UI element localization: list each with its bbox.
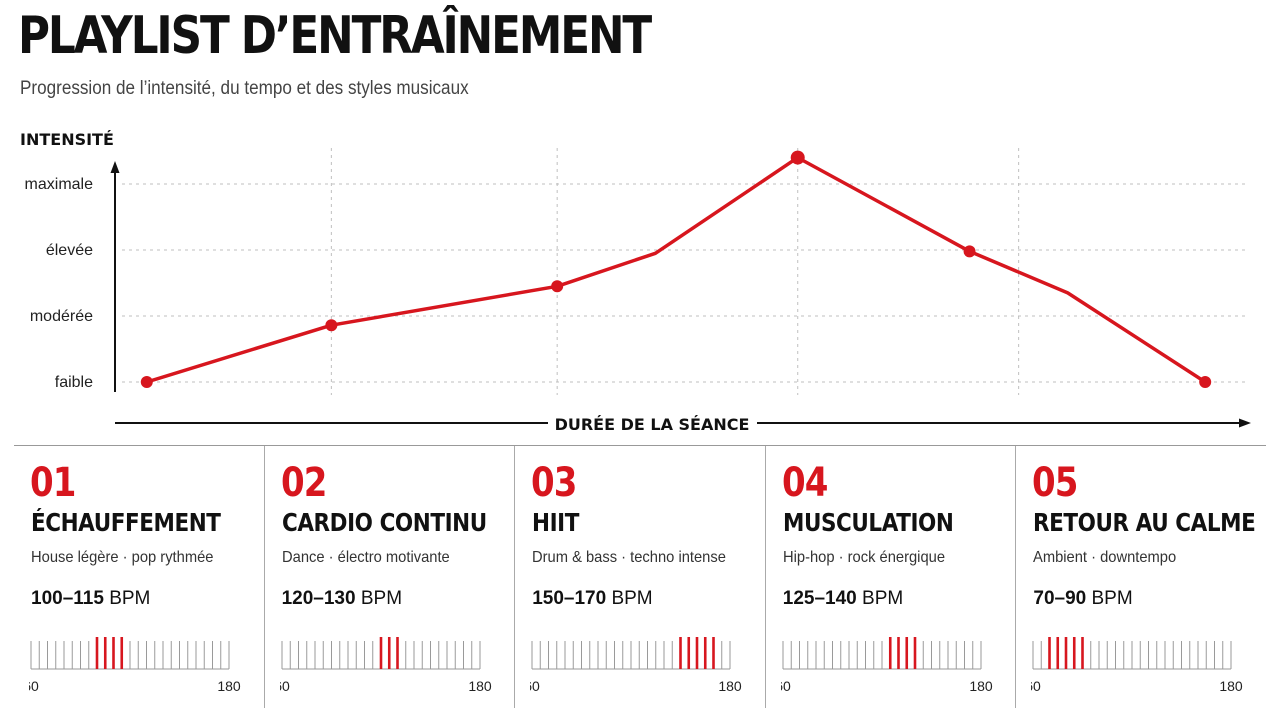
phase-number: 03 [531, 460, 577, 506]
y-axis-arrow [110, 161, 120, 173]
bpm-scale: 60 180 [29, 637, 241, 694]
scale-max-label: 180 [1220, 678, 1244, 694]
phase-number: 04 [781, 460, 828, 506]
bpm-range: 100–115 [31, 588, 104, 609]
phase-bpm: 125–140 BPM [783, 588, 903, 610]
phase-name: HIIT [532, 508, 580, 537]
phase-genres: Ambient · downtempo [1033, 549, 1177, 566]
phase-number: 01 [30, 460, 76, 506]
scale-min-label: 60 [1031, 678, 1041, 694]
phase-panel: 02 CARDIO CONTINU Dance · électro motivant… [265, 446, 516, 708]
phase-panel: 01 ÉCHAUFFEMENT House légère · pop rythmée… [14, 446, 265, 708]
scale-max-label: 180 [217, 678, 241, 694]
phase-number: 02 [280, 460, 327, 506]
phase-bpm: 120–130 BPM [282, 588, 402, 610]
data-point [1199, 376, 1212, 388]
phase-name: ÉCHAUFFEMENT [31, 508, 221, 537]
y-tick-label: faible [55, 374, 93, 391]
scale-max-label: 180 [468, 678, 492, 694]
data-point [963, 245, 976, 258]
y-tick-labels: faible modérée élevée maximale [25, 176, 94, 391]
phase-bpm: 70–90 BPM [1033, 588, 1132, 610]
bpm-scale: 60 180 [781, 637, 993, 694]
scale-min-label: 60 [29, 678, 39, 694]
y-tick-label: élevée [46, 242, 93, 259]
phase-genres: Drum & bass · techno intense [532, 549, 727, 566]
bpm-scale: 60 180 [1031, 637, 1244, 694]
phase-name: CARDIO CONTINU [281, 508, 487, 537]
data-point [140, 376, 153, 388]
phase-panels: 01 ÉCHAUFFEMENT House légère · pop rythmée… [14, 445, 1266, 708]
data-point [325, 319, 338, 332]
bpm-range: 125–140 [782, 588, 857, 609]
phase-panel: 03 HIIT Drum & bass · techno intense 150–17… [515, 446, 766, 708]
bpm-range: 70–90 [1033, 588, 1087, 609]
y-tick-label: maximale [25, 176, 94, 193]
phase-name: MUSCULATION [782, 508, 954, 537]
bpm-unit: BPM [611, 588, 653, 609]
bpm-unit: BPM [360, 588, 403, 609]
phase-bpm: 150–170 BPM [532, 588, 652, 610]
bpm-unit: BPM [862, 588, 904, 609]
intensity-line [146, 155, 1207, 384]
phase-genres: Hip-hop · rock énergique [782, 549, 945, 566]
bpm-scale: 60 180 [280, 637, 492, 694]
bpm-unit: BPM [1091, 588, 1133, 609]
bpm-range: 120–130 [281, 588, 356, 609]
scale-max-label: 180 [719, 678, 743, 694]
bpm-range: 150–170 [532, 588, 607, 609]
phase-genres: Dance · électro motivante [281, 549, 450, 566]
phase-genres: House légère · pop rythmée [31, 549, 214, 566]
phase-name: RETOUR AU CALME [1033, 508, 1256, 537]
scale-min-label: 60 [280, 678, 290, 694]
y-tick-label: modérée [30, 308, 93, 325]
bpm-scale: 60 180 [530, 637, 743, 694]
page-title: PLAYLIST D’ENTRAÎNEMENT [18, 6, 652, 66]
intensity-chart: INTENSITÉ faible modérée élevée maximale DU… [20, 130, 1251, 434]
data-point [790, 150, 805, 165]
phase-panel: 05 RETOUR AU CALME Ambient · downtempo 70–9… [1016, 446, 1266, 708]
data-point [551, 280, 564, 293]
page-subtitle: Progression de l’intensité, du tempo et … [20, 78, 469, 99]
phase-panel: 04 MUSCULATION Hip-hop · rock énergique 125… [766, 446, 1017, 708]
bpm-unit: BPM [109, 588, 151, 609]
scale-min-label: 60 [530, 678, 540, 694]
series-layer [140, 150, 1212, 388]
y-axis-title: INTENSITÉ [20, 130, 114, 149]
scale-min-label: 60 [781, 678, 791, 694]
x-axis-arrow [1239, 418, 1251, 428]
phase-bpm: 100–115 BPM [31, 588, 150, 610]
phase-number: 05 [1032, 460, 1078, 506]
x-axis-title: DURÉE DE LA SÉANCE [555, 415, 750, 434]
scale-max-label: 180 [969, 678, 993, 694]
chart-grid [122, 148, 1245, 395]
